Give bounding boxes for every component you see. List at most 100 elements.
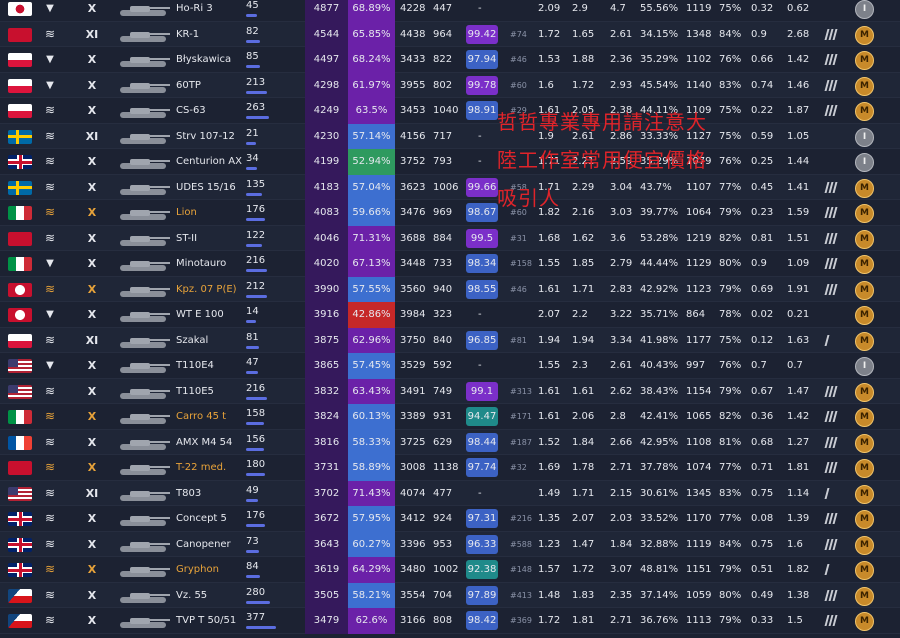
tank-name: Canopener xyxy=(176,538,231,550)
stat: 1.68 xyxy=(538,232,561,244)
percentile: - xyxy=(478,360,482,371)
stat: 2.59 xyxy=(610,156,633,167)
class-icon: ≋ xyxy=(44,562,56,576)
table-row: ≋ X Gryphon 84 3619 64.29% 3480 1002 92.38 #148 1.… xyxy=(0,557,900,583)
mark-stripe xyxy=(832,207,837,218)
avg-damage: 3480 xyxy=(400,564,426,575)
stat: 1079 xyxy=(686,156,712,167)
rank: #46 xyxy=(510,284,527,294)
stat: 78% xyxy=(719,309,742,320)
tank-name: ST-II xyxy=(176,232,198,244)
stat: 592 xyxy=(433,360,453,371)
stat: 1.62 xyxy=(572,232,595,244)
stat: 1.84 xyxy=(572,436,595,448)
class-icon: ▼ xyxy=(46,3,54,14)
table-row: ≋ X Concept 5 176 3672 57.95% 3412 924 97.31 #216… xyxy=(0,506,900,532)
stat: 1.82 xyxy=(538,207,561,218)
stat: 2.93 xyxy=(610,79,633,91)
tier: XI xyxy=(85,486,99,500)
rank: #171 xyxy=(510,412,532,421)
stat: 0.51 xyxy=(751,564,774,575)
win-rate: 71.31% xyxy=(348,225,395,251)
table-row: ≋ XI Szakal 81 3875 62.96% 3750 840 96.85 #81 1.94… xyxy=(0,327,900,353)
tank-silhouette xyxy=(120,388,170,399)
battles: 73 xyxy=(246,535,259,547)
avg-damage: 3389 xyxy=(400,411,426,422)
battles: 216 xyxy=(246,382,266,394)
tier: X xyxy=(87,78,97,92)
stat: 82% xyxy=(719,411,742,422)
stat: 1.47 xyxy=(787,385,810,397)
stat: 36.76% xyxy=(640,615,679,626)
tier: X xyxy=(87,461,97,474)
mark-stripe xyxy=(832,615,837,626)
stat: 1064 xyxy=(686,207,712,218)
avg-damage: 3984 xyxy=(400,309,426,320)
stat: 37.78% xyxy=(640,462,679,473)
stat: 0.12 xyxy=(751,334,774,346)
stat: 0.69 xyxy=(751,283,774,295)
stat: 84% xyxy=(719,538,742,550)
stat: 79% xyxy=(719,385,742,397)
battles: 135 xyxy=(246,178,266,190)
stat: 43.7% xyxy=(640,181,672,193)
watermark: 哲哲專業專用請注意大 xyxy=(497,110,707,134)
tank-silhouette xyxy=(120,618,170,628)
stat: 76% xyxy=(719,54,742,65)
mastery-badge: M xyxy=(855,76,874,96)
stat: 0.74 xyxy=(751,79,774,91)
win-rate: 57.95% xyxy=(348,506,395,532)
tier: X xyxy=(87,180,97,194)
battles-bar xyxy=(246,473,265,476)
stat: 1.61 xyxy=(538,411,561,422)
tier: X xyxy=(87,257,97,270)
tank-image xyxy=(118,155,170,169)
stat: 1.61 xyxy=(538,105,561,116)
percentile: - xyxy=(478,487,482,499)
stat: 1.71 xyxy=(538,181,561,193)
rank: #187 xyxy=(510,437,532,447)
rating: 3875 xyxy=(305,327,348,353)
tank-image xyxy=(118,130,170,144)
stat: 1.65 xyxy=(572,28,595,40)
tank-name: Błyskawica xyxy=(176,54,232,65)
rating: 3702 xyxy=(305,480,348,506)
stat: 0.25 xyxy=(751,156,774,167)
percentile: - xyxy=(478,309,482,320)
stat: 840 xyxy=(433,334,453,346)
rating: 4046 xyxy=(305,225,348,251)
stat: 2.2 xyxy=(572,309,588,320)
tank-silhouette xyxy=(120,516,170,526)
mastery-badge: M xyxy=(855,204,874,223)
stat: 1.5 xyxy=(787,615,803,626)
tank-name: Szakal xyxy=(176,334,209,346)
mastery-badge: I xyxy=(855,127,874,147)
percentile: 98.67 xyxy=(466,203,498,222)
mark-stripe xyxy=(832,54,837,65)
tank-silhouette xyxy=(120,261,170,271)
battles: 216 xyxy=(246,255,266,266)
nation-flag xyxy=(8,53,32,67)
rating: 4249 xyxy=(305,98,348,124)
stat: 864 xyxy=(686,309,706,320)
tank-image xyxy=(118,2,170,16)
class-icon: ≋ xyxy=(44,332,56,347)
stat: 76% xyxy=(719,156,742,167)
nation-flag xyxy=(8,614,32,628)
stat: 0.75 xyxy=(751,487,774,499)
battles-bar xyxy=(246,524,265,527)
battles-bar xyxy=(246,294,267,298)
stat: 3.22 xyxy=(610,309,633,320)
tank-silhouette xyxy=(120,133,170,144)
mastery-badge: M xyxy=(855,484,874,504)
class-icon: ≋ xyxy=(44,205,56,219)
tank-image xyxy=(118,512,170,526)
nation-flag xyxy=(8,308,32,322)
stat: 1.82 xyxy=(787,564,810,575)
win-rate: 60.27% xyxy=(348,531,395,557)
stat: 44.11% xyxy=(640,105,679,116)
battles: 82 xyxy=(246,25,259,37)
stat: 1.9 xyxy=(538,130,554,142)
tank-silhouette xyxy=(120,108,170,118)
stat: 953 xyxy=(433,538,453,550)
